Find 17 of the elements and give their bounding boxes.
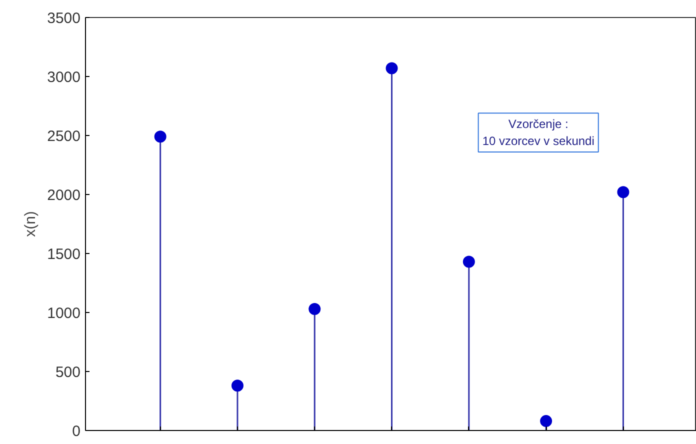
- point: [540, 415, 552, 428]
- point: [462, 256, 475, 268]
- y-tick-label: 0: [72, 423, 80, 440]
- y-tick-label: 1500: [47, 246, 81, 263]
- y-tick-label: 3000: [47, 69, 81, 86]
- point: [231, 380, 244, 392]
- point: [617, 186, 630, 198]
- y-tick-label: 2000: [47, 187, 81, 204]
- y-tick-label: 3500: [47, 10, 81, 27]
- y-tick-label: 500: [55, 364, 81, 381]
- point: [308, 302, 321, 315]
- annotation: Vzorčenje : 10 vzorcev v sekundi: [482, 117, 594, 148]
- y-tick-label: 1000: [47, 305, 81, 322]
- point: [154, 130, 166, 143]
- y-tick-label: 2500: [47, 128, 81, 145]
- point: [386, 62, 398, 74]
- y-axis-title: x(n): [22, 211, 40, 237]
